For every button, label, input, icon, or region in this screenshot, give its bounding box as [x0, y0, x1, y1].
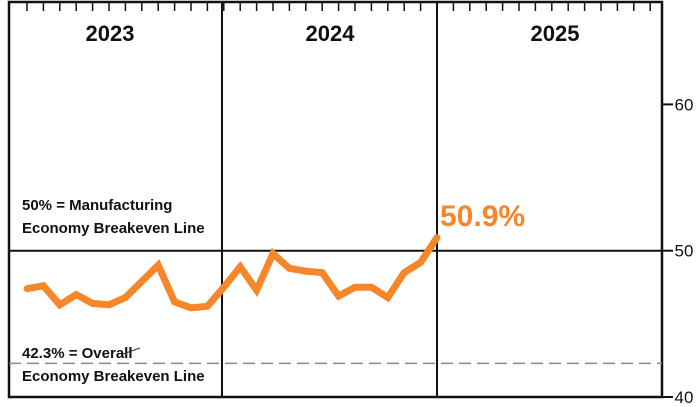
y-tick-label: 50 — [675, 242, 694, 261]
data-point-2024-04 — [269, 250, 277, 258]
data-point-2024-09 — [351, 283, 359, 291]
data-point-2024-01 — [220, 283, 228, 291]
data-point-2024-06 — [302, 267, 310, 275]
data-point-2025-01 — [417, 259, 424, 266]
overall-breakeven-label-line1: 42.3% = Overall — [22, 345, 133, 362]
data-point-2024-05 — [286, 264, 293, 272]
data-point-2023-12 — [204, 302, 211, 310]
data-point-2023-09 — [154, 261, 162, 269]
y-axis-ticks: 40 50 60 — [662, 95, 693, 407]
data-point-2024-02 — [236, 263, 244, 271]
manufacturing-breakeven-label-line2: Economy Breakeven Line — [22, 220, 205, 237]
data-point-2023-02 — [40, 282, 47, 290]
overall-breakeven-label-line2: Economy Breakeven Line — [22, 368, 205, 385]
year-label-2023: 2023 — [86, 21, 135, 46]
data-point-2023-11 — [187, 304, 195, 312]
data-points — [23, 234, 441, 312]
plot-frame — [7, 0, 664, 399]
overall-breakeven-leader — [122, 347, 141, 355]
data-point-2024-08 — [335, 292, 342, 300]
data-point-2024-03 — [253, 286, 260, 294]
data-point-2024-10 — [368, 283, 375, 291]
data-point-2023-03 — [56, 301, 64, 309]
y-tick-label: 60 — [675, 95, 694, 114]
pmi-series-line — [26, 235, 440, 312]
data-point-2023-06 — [105, 301, 113, 309]
data-point-2023-10 — [171, 298, 179, 306]
year-label-2024: 2024 — [306, 21, 356, 46]
data-point-2024-07 — [318, 269, 326, 277]
data-point-2023-04 — [72, 291, 80, 298]
latest-value-callout: 50.9% — [440, 200, 525, 233]
manufacturing-breakeven-label-line1: 50% = Manufacturing — [22, 197, 172, 214]
y-tick-label: 40 — [675, 388, 694, 407]
data-point-2023-01 — [23, 285, 31, 293]
data-point-2023-07 — [122, 294, 129, 301]
data-point-2024-12 — [400, 269, 408, 277]
data-point-2024-11 — [384, 294, 392, 301]
data-point-2023-05 — [89, 299, 96, 307]
data-point-2023-08 — [138, 278, 146, 285]
data-point-2025-02 — [433, 234, 441, 241]
year-label-2025: 2025 — [531, 21, 580, 46]
month-ticks — [26, 2, 651, 11]
